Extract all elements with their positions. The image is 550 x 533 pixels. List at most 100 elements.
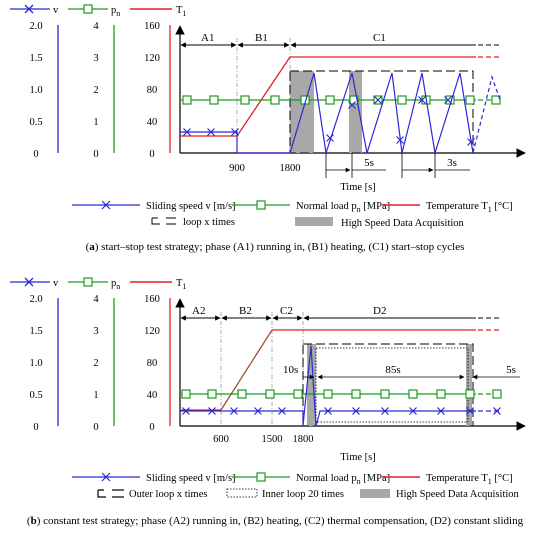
speed-marker [278, 407, 286, 415]
y-tick-label: 0 [33, 422, 38, 433]
v-axis-header: v [10, 4, 59, 16]
speed-line [180, 345, 476, 427]
y-tick-label: 2.0 [29, 21, 42, 32]
v-axis-name: v [53, 5, 59, 16]
y-tick-label: 120 [144, 326, 160, 337]
phase-label: B2 [239, 305, 252, 317]
y-tick-label: 1.5 [29, 326, 42, 337]
speed-marker [352, 407, 360, 415]
inner-loop-box [315, 347, 469, 423]
load-marker [209, 95, 219, 105]
temperature-line [180, 56, 476, 137]
legend-load-label: Normal load pn [MPa] [296, 201, 390, 214]
panel-b-chart: v pn T1 2.0 1.5 1.0 0.5 0 4 3 2 1 0 160 120 80 40 0 A2… [10, 277, 526, 527]
load-marker [491, 95, 501, 105]
load-marker [436, 389, 446, 399]
speed-line-dashed [472, 74, 501, 154]
phase-label: D2 [373, 305, 386, 317]
load-marker [265, 389, 275, 399]
legend-temp-label: Temperature T1 [°C] [426, 473, 513, 486]
load-marker [408, 389, 418, 399]
x-tick-label: 1500 [262, 434, 283, 445]
y-tick-label: 2 [93, 358, 98, 369]
interval-label: 5s [506, 364, 516, 376]
load-marker [325, 95, 335, 105]
load-marker [380, 389, 390, 399]
p-axis-name: pn [111, 5, 120, 18]
y-tick-label: 80 [147, 85, 158, 96]
legend-hsda-label: High Speed Data Acquisition [341, 218, 465, 229]
t-axis-header: T1 [130, 5, 186, 18]
load-marker [351, 389, 361, 399]
legend-a: Sliding speed v [m/s] Normal load pn [MP… [72, 200, 513, 229]
speed-marker [208, 407, 216, 415]
hsda-bar [307, 344, 316, 426]
y-tick-label: 0 [149, 149, 154, 160]
phase-label: B1 [255, 32, 268, 44]
interval-label: 5s [364, 157, 374, 169]
speed-marker [437, 407, 445, 415]
speed-marker [409, 407, 417, 415]
temperature-ramp [220, 329, 273, 411]
speed-marker [326, 134, 334, 142]
y-tick-label: 0 [93, 422, 98, 433]
y-tick-label: 0.5 [29, 390, 42, 401]
load-marker [349, 95, 359, 105]
axis-ticks-b: 2.0 1.5 1.0 0.5 0 4 3 2 1 0 160 120 80 40 0 [29, 294, 159, 433]
speed-marker [466, 407, 474, 415]
x-tick-label: 600 [213, 434, 229, 445]
speed-marker [374, 96, 382, 104]
panel-a-chart: v pn T1 2.0 1.5 1.0 0.5 0 4 3 2 1 0 160 120 80 40 0 A1… [10, 4, 526, 253]
speed-line [180, 72, 474, 154]
speed-marker [396, 136, 404, 144]
phase-label: C2 [280, 305, 293, 317]
y-tick-label: 2.0 [29, 294, 42, 305]
y-tick-label: 1.0 [29, 85, 42, 96]
phase-label: A2 [192, 305, 205, 317]
loop-box [289, 70, 474, 154]
load-marker [237, 389, 247, 399]
speed-marker [231, 128, 239, 136]
load-marker [323, 389, 333, 399]
legend-loop-label: loop x times [183, 217, 235, 228]
y-tick-label: 2 [93, 85, 98, 96]
legend-hsda-swatch [360, 489, 390, 498]
speed-marker [381, 407, 389, 415]
interval-label: 3s [447, 157, 457, 169]
interval-label: 10s [283, 364, 298, 376]
legend-hsda-label: High Speed Data Acquisition [396, 489, 520, 500]
speed-marker [182, 407, 190, 415]
y-tick-label: 160 [144, 21, 160, 32]
t-axis-header: T1 [130, 278, 186, 291]
hsda-bar [349, 71, 362, 153]
panel-a-caption: (a) start–stop test strategy; phase (A1)… [86, 241, 465, 253]
load-marker [182, 95, 192, 105]
speed-marker [418, 96, 426, 104]
y-tick-label: 1 [93, 390, 98, 401]
speed-marker [493, 407, 501, 415]
y-tick-label: 80 [147, 358, 158, 369]
legend-outer-loop-label: Outer loop x times [129, 489, 207, 500]
y-tick-label: 1 [93, 117, 98, 128]
hsda-bar [466, 344, 472, 426]
speed-marker [207, 128, 215, 136]
legend-inner-loop-swatch [226, 488, 258, 498]
speed-marker [183, 128, 191, 136]
x-axis-label: Time [s] [340, 452, 376, 463]
x-tick-label: 1800 [293, 434, 314, 445]
load-marker [270, 95, 280, 105]
p-axis-header: pn [68, 277, 120, 291]
y-tick-label: 4 [93, 21, 99, 32]
load-marker [240, 95, 250, 105]
legend-load-label: Normal load pn [MPa] [296, 473, 390, 486]
speed-markers [182, 407, 501, 415]
load-marker [397, 95, 407, 105]
load-marker [465, 95, 475, 105]
y-tick-label: 1.5 [29, 53, 42, 64]
legend-speed-label: Sliding speed v [m/s] [146, 201, 236, 212]
y-tick-label: 1.0 [29, 358, 42, 369]
axis-ticks-a: 2.0 1.5 1.0 0.5 0 4 3 2 1 0 160 120 80 40 0 [29, 21, 159, 160]
speed-marker [467, 138, 475, 146]
phase-label: A1 [201, 32, 214, 44]
